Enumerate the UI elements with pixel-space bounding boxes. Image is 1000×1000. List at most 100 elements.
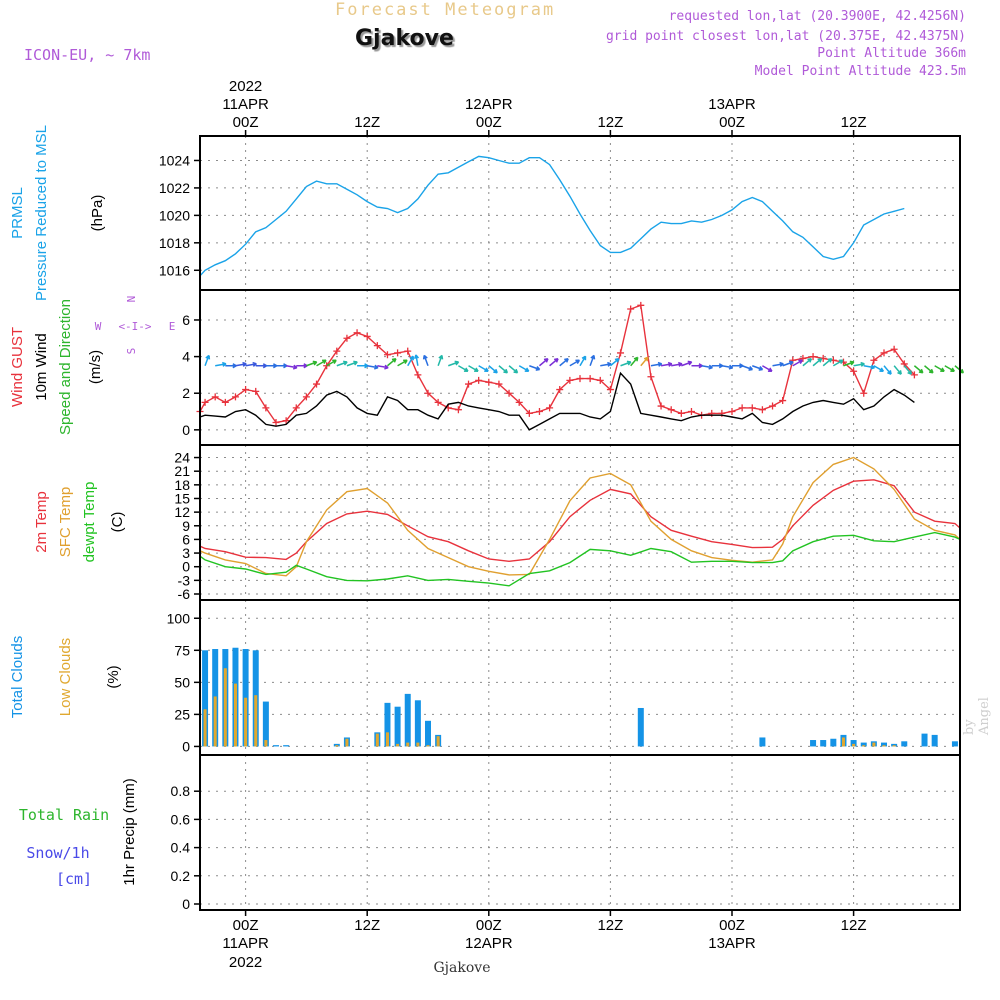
gust-marker bbox=[363, 332, 371, 340]
precip-legend-label: Total Rain bbox=[19, 806, 109, 824]
gust-marker bbox=[434, 398, 442, 406]
gust-marker bbox=[738, 404, 746, 412]
wind-direction-arrow bbox=[913, 365, 924, 374]
wind-direction-arrow bbox=[873, 365, 885, 373]
gust-marker bbox=[586, 375, 594, 383]
wind-direction-arrow bbox=[559, 357, 569, 367]
bottom-xtick-label: 00Z bbox=[719, 917, 745, 934]
gust-marker bbox=[769, 402, 777, 410]
total_clouds-bar bbox=[931, 734, 938, 747]
gust-marker bbox=[424, 389, 432, 397]
temperature-axis-label: dewpt Temp bbox=[81, 482, 98, 563]
wind10m-line bbox=[199, 371, 915, 431]
total_clouds-bar bbox=[850, 740, 857, 747]
gust-marker bbox=[404, 347, 412, 355]
low_clouds-bar bbox=[852, 743, 856, 747]
compass-south: S bbox=[125, 348, 138, 355]
gust-marker bbox=[606, 386, 614, 394]
top-xtick-label: 12Z bbox=[597, 114, 623, 131]
wind-direction-arrow bbox=[903, 365, 913, 375]
point-altitude: Point Altitude 366m bbox=[817, 46, 966, 61]
gust-marker bbox=[758, 406, 766, 414]
temperature-ytick-label: -6 bbox=[178, 586, 191, 602]
total_clouds-bar bbox=[394, 706, 401, 747]
wind-direction-arrow bbox=[448, 360, 460, 367]
wind-direction-arrow bbox=[681, 360, 693, 367]
pressure-ytick-label: 1020 bbox=[159, 207, 190, 223]
wind-direction-arrow bbox=[569, 359, 581, 367]
gust-marker bbox=[596, 376, 604, 384]
low_clouds-bar bbox=[385, 732, 389, 747]
requested-coords: requested lon,lat (20.3900E, 42.4256N) bbox=[668, 9, 966, 24]
total_clouds-bar bbox=[921, 733, 928, 747]
model-label: ICON-EU, ~ 7km bbox=[24, 46, 151, 64]
wind-direction-arrow bbox=[306, 360, 318, 367]
wind-ytick-label: 0 bbox=[182, 422, 190, 438]
wind-direction-arrow bbox=[609, 357, 620, 367]
wind-direction-arrow bbox=[671, 361, 683, 367]
wind-direction-arrow bbox=[422, 354, 429, 367]
top-xtick-label: 12Z bbox=[841, 114, 867, 131]
temperature-ytick-label: 21 bbox=[174, 463, 190, 479]
gust-marker bbox=[525, 409, 533, 417]
clouds-axis-label: (%) bbox=[105, 665, 122, 688]
gust-marker bbox=[465, 380, 473, 388]
wind-direction-arrow bbox=[518, 365, 530, 373]
wind-direction-arrow bbox=[413, 354, 420, 366]
prmsl-line bbox=[199, 155, 905, 277]
gust-marker bbox=[890, 345, 898, 353]
total_clouds-bar bbox=[759, 737, 766, 747]
bottom-date-label: 11APR bbox=[222, 935, 269, 952]
gust-marker bbox=[535, 408, 543, 416]
low_clouds-bar bbox=[203, 709, 207, 747]
gust-marker bbox=[657, 402, 665, 410]
total_clouds-bar bbox=[820, 740, 827, 747]
wind-direction-arrow bbox=[579, 355, 587, 367]
gust-marker bbox=[748, 404, 756, 412]
sfc-line bbox=[199, 456, 961, 577]
wind-direction-arrow bbox=[468, 365, 479, 373]
top-xtick-label: 00Z bbox=[719, 114, 745, 131]
temperature-ytick-label: 24 bbox=[174, 450, 190, 466]
gust-marker bbox=[505, 389, 513, 397]
gust-marker bbox=[221, 398, 229, 406]
total_clouds-bar bbox=[202, 650, 209, 747]
t2m-line bbox=[199, 479, 961, 563]
low_clouds-bar bbox=[841, 737, 845, 747]
gust-marker bbox=[546, 404, 554, 412]
precip-ytick-label: 0.8 bbox=[171, 783, 191, 799]
wind-direction-arrow bbox=[549, 357, 559, 367]
temperature-ytick-label: 15 bbox=[174, 490, 190, 506]
precip-ytick-label: 0.6 bbox=[171, 811, 191, 827]
gust-marker bbox=[475, 376, 483, 384]
wind-direction-arrow bbox=[741, 365, 754, 371]
wind-direction-arrow bbox=[316, 359, 327, 367]
low_clouds-bar bbox=[244, 697, 248, 747]
wind-direction-arrow bbox=[812, 357, 823, 367]
low_clouds-bar bbox=[223, 668, 227, 747]
wind-direction-arrow bbox=[650, 361, 663, 367]
dewpt-line bbox=[199, 531, 961, 587]
compass-west: W bbox=[95, 320, 102, 333]
total_clouds-bar bbox=[637, 707, 644, 747]
wind-direction-arrow bbox=[600, 361, 612, 367]
total_clouds-bar bbox=[901, 741, 908, 747]
pressure-axis-label: (hPa) bbox=[89, 195, 106, 232]
wind-direction-arrow bbox=[204, 354, 211, 367]
gust-marker bbox=[779, 397, 787, 405]
compass-north: N bbox=[125, 296, 138, 303]
wind-panel-frame bbox=[199, 289, 961, 446]
gust-marker bbox=[343, 334, 351, 342]
gust-marker bbox=[454, 406, 462, 414]
low_clouds-bar bbox=[872, 742, 876, 747]
wind-ytick-label: 4 bbox=[182, 349, 190, 365]
gust-marker bbox=[728, 408, 736, 416]
wind-direction-arrow bbox=[883, 365, 892, 375]
temperature-ytick-label: -3 bbox=[178, 572, 191, 588]
wind-direction-arrow bbox=[508, 365, 519, 374]
low_clouds-bar bbox=[254, 695, 258, 747]
top-xtick-label: 00Z bbox=[233, 114, 259, 131]
wind-direction-arrow bbox=[802, 357, 813, 367]
temperature-ytick-label: 6 bbox=[182, 531, 190, 547]
wind-direction-arrow bbox=[772, 361, 784, 367]
